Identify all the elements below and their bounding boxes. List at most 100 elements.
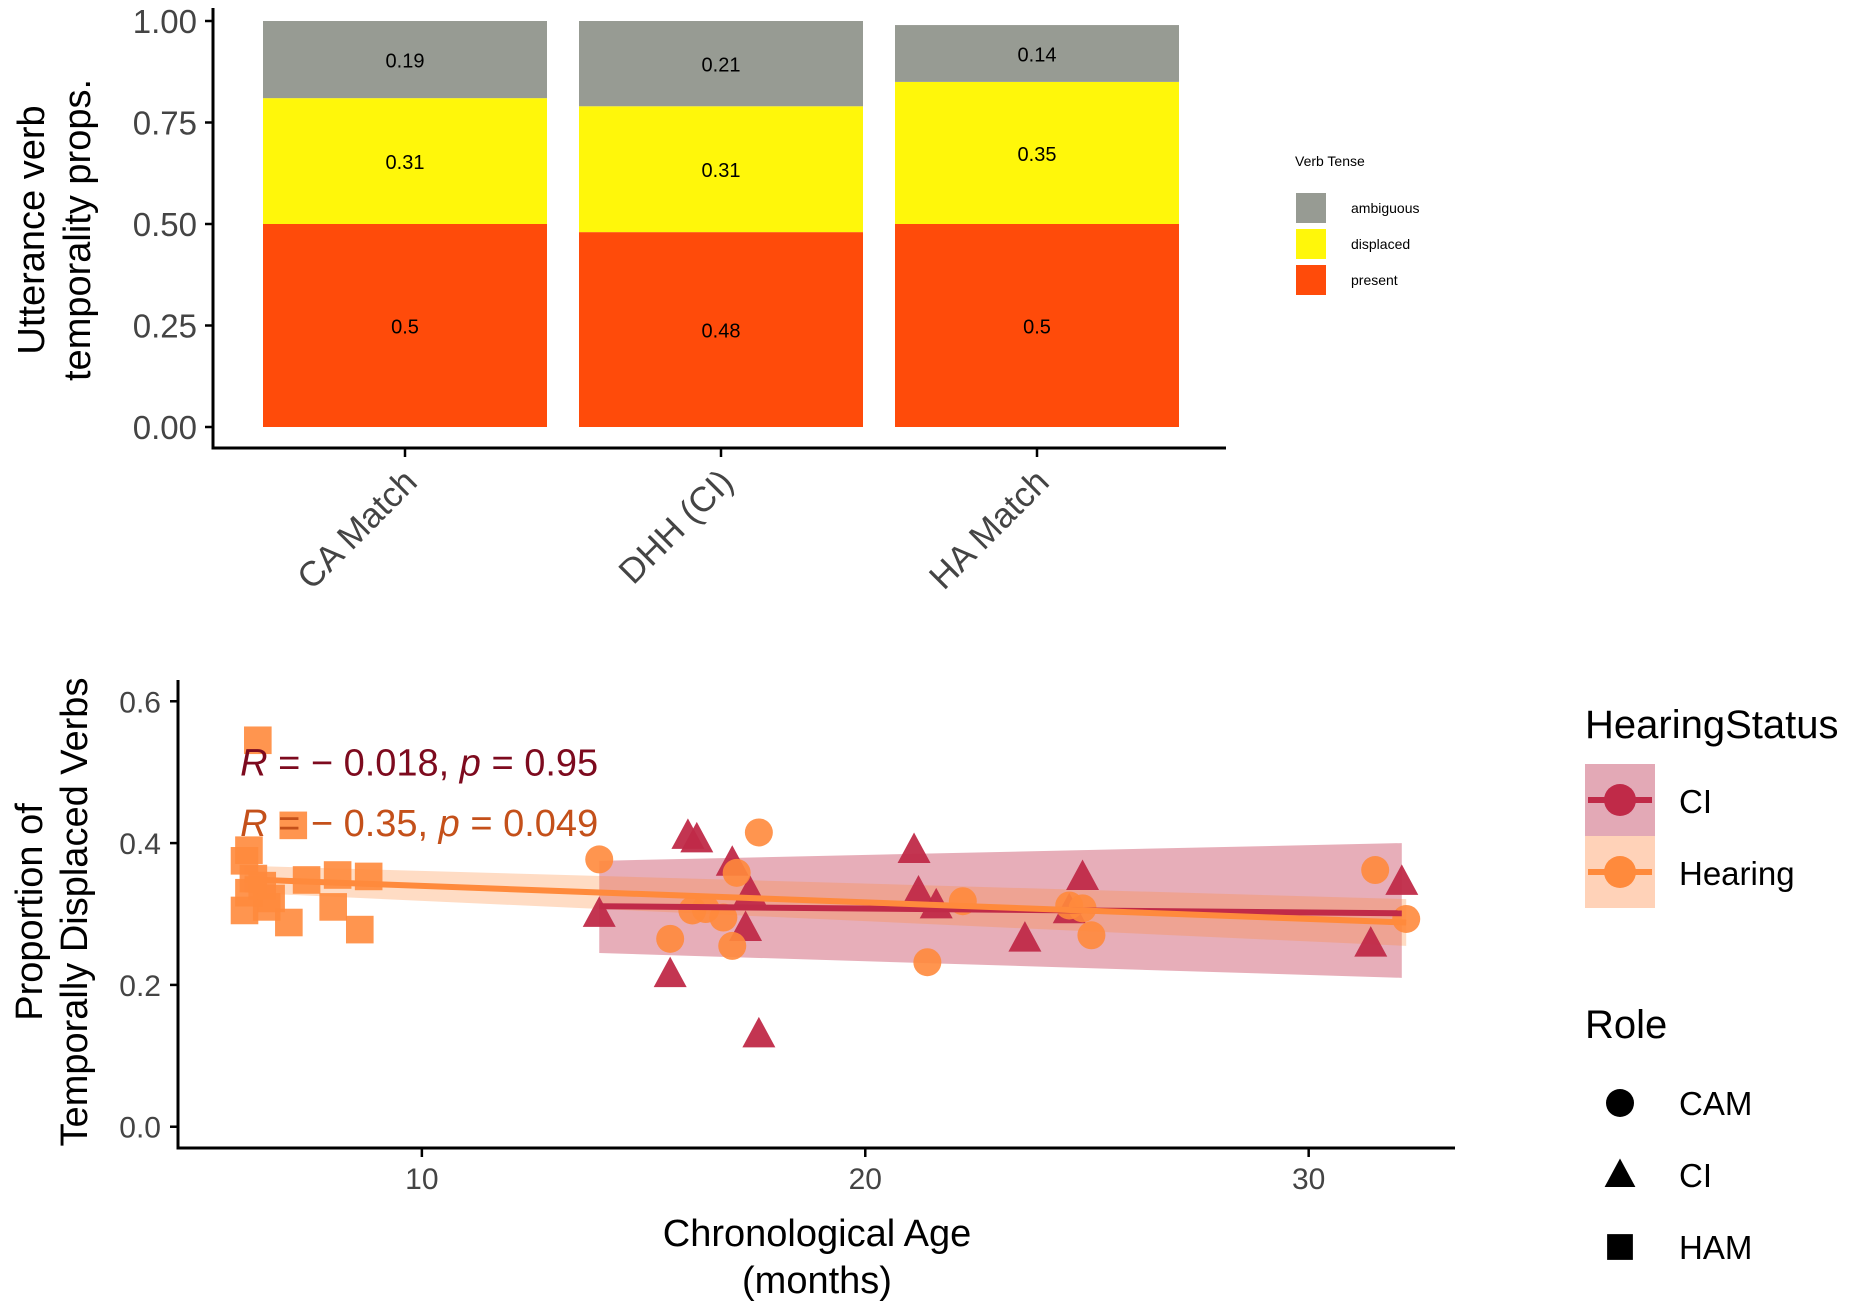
data-point-hearing-circle: [709, 903, 738, 932]
bar-y-ticks: 0.00 0.25 0.50 0.75 1.00: [133, 3, 213, 446]
hearing-legend-key-point: [1604, 784, 1636, 816]
hearing-legend-label: Hearing: [1679, 855, 1795, 892]
bar-y-tick-label: 0.75: [133, 105, 197, 142]
role-legend-title: Role: [1585, 1003, 1667, 1047]
scatter-x-tick-label: 10: [405, 1163, 438, 1196]
bar-segment-ambiguous: [263, 21, 547, 99]
data-point-ci-triangle: [653, 956, 687, 988]
role-legend-label: CAM: [1679, 1085, 1752, 1122]
data-point-ci-triangle: [897, 832, 931, 864]
role-legend-label: CI: [1679, 1157, 1712, 1194]
bar-legend-items: ambiguous displaced present: [1296, 193, 1420, 295]
stacked-bar-chart: 0.50.310.190.480.310.210.50.350.14 0.000…: [11, 3, 1420, 597]
role-legend-key-circle: [1606, 1089, 1634, 1117]
data-point-ci-triangle: [1354, 926, 1388, 957]
scatter-y-axis-label-line1: Proportion of: [9, 803, 51, 1021]
role-legend: Role CAM CI HAM: [1585, 1003, 1752, 1266]
data-point-hearing-circle: [722, 858, 751, 887]
regression-line-hearing: [244, 876, 1407, 926]
scatter-x-axis-label-line2: (months): [742, 1260, 892, 1302]
bar-legend-label: ambiguous: [1351, 200, 1420, 216]
bar-y-axis-label-line1: Utterance verb: [11, 105, 53, 354]
scatter-y-tick-label: 0.2: [119, 970, 161, 1003]
bar-y-tick-label: 0.25: [133, 308, 197, 345]
scatter-points: [230, 726, 1421, 1048]
data-point-ci-triangle: [1066, 859, 1100, 890]
bar-segment-present: [263, 224, 547, 427]
hearing-status-legend-items: CI Hearing: [1585, 764, 1795, 908]
correlation-annotation-ci: R = − 0.018, p = 0.95: [240, 743, 598, 785]
data-point-hearing-square: [275, 908, 303, 937]
data-point-hearing-circle: [656, 924, 685, 953]
bar-legend-title: Verb Tense: [1295, 153, 1365, 169]
data-point-ci-triangle: [742, 1016, 776, 1048]
bar-legend-swatch-present: [1296, 265, 1326, 295]
scatter-y-tick-label: 0.4: [119, 828, 161, 861]
bar-x-tick-label: HA Match: [922, 462, 1057, 597]
data-point-hearing-circle: [585, 845, 614, 874]
hearing-status-legend-title: HearingStatus: [1585, 703, 1838, 747]
data-point-ci-triangle: [1008, 921, 1042, 952]
data-point-hearing-square: [279, 811, 308, 840]
role-legend-key-triangle: [1604, 1158, 1636, 1187]
bar-value-labels: 0.5 0.31 0.19 0.48 0.31 0.21 0.5 0.35 0.14: [386, 44, 1057, 342]
bar-x-ticks: CA Match DHH (CI) HA Match: [290, 448, 1057, 597]
bar-segment-displaced: [579, 106, 863, 233]
role-legend-items: CAM CI HAM: [1604, 1085, 1752, 1266]
scatter-x-tick-label: 30: [1292, 1163, 1325, 1196]
data-point-hearing-circle: [718, 931, 747, 960]
bar-x-tick-label: DHH (CI): [611, 462, 740, 591]
data-point-hearing-square: [319, 893, 347, 921]
hearing-status-legend: HearingStatus CI Hearing: [1585, 703, 1838, 908]
bar-value-label: 0.21: [702, 55, 741, 77]
bar-value-label: 0.5: [391, 317, 419, 339]
bar-legend-label: displaced: [1351, 236, 1410, 252]
bar-segment-ambiguous: [895, 25, 1179, 82]
bar-y-tick-label: 0.00: [133, 409, 197, 446]
correlation-annotation-hearing: R = − 0.35, p = 0.049: [240, 803, 598, 845]
data-point-ci-triangle: [680, 821, 714, 853]
bar-value-label: 0.19: [386, 51, 425, 73]
scatter-chart: R = − 0.018, p = 0.95 R = − 0.35, p = 0.0…: [9, 678, 1838, 1302]
regression-lines: [244, 876, 1407, 926]
hearing-legend-key-point: [1604, 856, 1636, 888]
bar-x-tick-label: CA Match: [290, 462, 425, 597]
data-point-hearing-circle: [1077, 921, 1106, 950]
scatter-y-tick-label: 0.6: [119, 686, 161, 719]
bar-y-axis-label-line2: temporality props.: [57, 79, 99, 381]
bar-segment-present: [579, 232, 863, 427]
data-point-hearing-circle: [913, 948, 942, 977]
data-point-ci-triangle: [1385, 864, 1419, 895]
scatter-y-ticks: 0.0 0.2 0.4 0.6: [119, 686, 178, 1145]
scatter-x-ticks: 10 20 30: [405, 1148, 1325, 1196]
data-point-hearing-circle: [1361, 856, 1390, 885]
bar-value-label: 0.35: [1018, 144, 1057, 166]
bar-segment-displaced: [895, 81, 1179, 225]
bar-value-label: 0.31: [386, 152, 425, 174]
data-point-hearing-square: [235, 836, 263, 864]
bar-legend: Verb Tense ambiguous displaced present: [1295, 153, 1420, 295]
data-point-ci-triangle: [901, 875, 935, 906]
scatter-y-axis-label-line2: Temporally Displaced Verbs: [54, 678, 96, 1147]
correlation-annotations: R = − 0.018, p = 0.95 R = − 0.35, p = 0.0…: [240, 743, 598, 845]
data-point-hearing-circle: [1392, 904, 1421, 933]
bar-value-label: 0.31: [702, 160, 741, 182]
scatter-x-tick-label: 20: [849, 1163, 882, 1196]
data-point-hearing-square: [257, 884, 285, 913]
bar-rects: [263, 21, 1179, 427]
scatter-x-axis-label-line1: Chronological Age: [663, 1213, 971, 1255]
data-point-hearing-circle: [744, 818, 773, 847]
role-legend-label: HAM: [1679, 1229, 1752, 1266]
bar-segment-present: [895, 224, 1179, 427]
bar-legend-label: present: [1351, 272, 1398, 288]
bar-y-tick-label: 1.00: [133, 3, 197, 40]
scatter-y-tick-label: 0.0: [119, 1112, 161, 1145]
bar-value-label: 0.48: [702, 321, 741, 343]
bar-value-label: 0.14: [1018, 44, 1057, 66]
bar-y-tick-label: 0.50: [133, 206, 197, 243]
hearing-legend-label: CI: [1679, 783, 1712, 820]
data-point-hearing-square: [345, 915, 374, 944]
data-point-hearing-square: [244, 726, 272, 755]
bar-legend-swatch-displaced: [1296, 229, 1326, 259]
